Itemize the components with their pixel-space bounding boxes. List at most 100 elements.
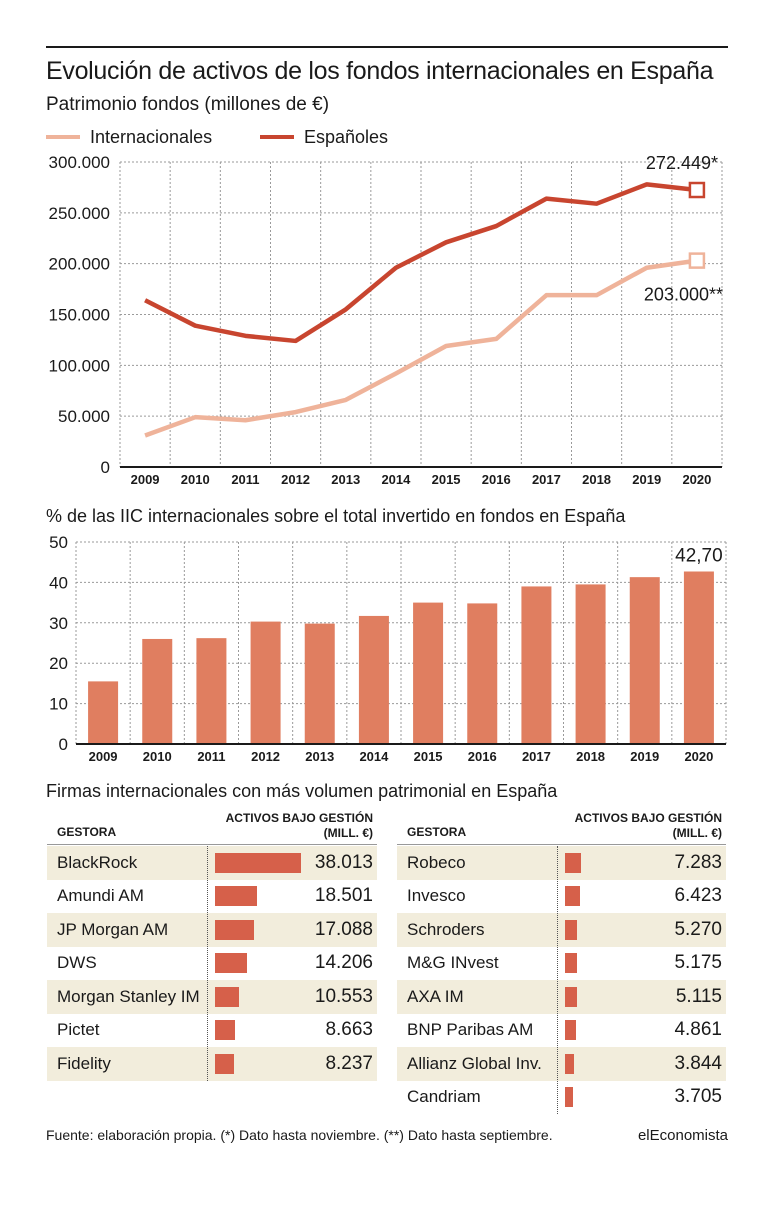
gestora-name: DWS xyxy=(57,953,97,973)
gestora-name: Robeco xyxy=(407,852,466,872)
data-label-2020: 42,70 xyxy=(675,545,723,566)
activos-value: 7.283 xyxy=(674,851,722,873)
bar xyxy=(142,638,173,744)
legend-swatch-espanoles xyxy=(260,135,294,139)
bar xyxy=(683,571,714,744)
x-tick-label: 2019 xyxy=(632,472,661,487)
gestora-name: BNP Paribas AM xyxy=(407,1020,534,1040)
table-row: BlackRock 38.013 xyxy=(47,846,377,880)
table-row: Schroders 5.270 xyxy=(397,913,726,947)
activos-value: 17.088 xyxy=(314,918,373,940)
column-header-activos: ACTIVOS BAJO GESTIÓN (MILL. €) xyxy=(575,811,722,841)
table-row: Morgan Stanley IM 10.553 xyxy=(47,980,377,1014)
x-tick-label: 2018 xyxy=(576,749,605,764)
value-bar xyxy=(565,1053,574,1074)
activos-value: 6.423 xyxy=(674,885,722,907)
value-bar xyxy=(215,1020,235,1041)
brand-logo: elEconomista xyxy=(637,1127,728,1144)
x-tick-label: 2016 xyxy=(468,749,497,764)
bar xyxy=(575,584,606,744)
x-tick-label: 2009 xyxy=(131,472,160,487)
value-bar xyxy=(565,919,577,940)
table-row: M&G INvest 5.175 xyxy=(397,947,726,981)
page-title: Evolución de activos de los fondos inter… xyxy=(46,57,714,85)
line-chart: 0 50.000 100.000 150.000 200.000 250.000 300.0… xyxy=(49,153,723,487)
column-header-activos: ACTIVOS BAJO GESTIÓN (MILL. €) xyxy=(226,811,373,841)
activos-value: 3.844 xyxy=(674,1052,722,1074)
bar xyxy=(196,638,227,744)
table-right: GESTORA ACTIVOS BAJO GESTIÓN (MILL. €) Robe… xyxy=(397,0,726,1206)
x-tick-label: 2012 xyxy=(281,472,310,487)
x-tick-label: 2019 xyxy=(630,749,659,764)
x-tick-label: 2013 xyxy=(305,749,334,764)
table-left: GESTORA ACTIVOS BAJO GESTIÓN (MILL. €) Blac… xyxy=(47,0,377,1206)
table-row: BNP Paribas AM 4.861 xyxy=(397,1014,726,1048)
x-tick-label: 2017 xyxy=(532,472,561,487)
column-divider xyxy=(207,846,208,1081)
gestora-name: BlackRock xyxy=(57,852,138,872)
value-bar xyxy=(215,986,239,1007)
column-divider xyxy=(557,846,558,1114)
table-row: Invesco 6.423 xyxy=(397,880,726,914)
activos-value: 38.013 xyxy=(314,851,373,873)
table-row: Fidelity 8.237 xyxy=(47,1047,377,1081)
value-bar xyxy=(215,919,254,940)
bar xyxy=(250,621,281,744)
footer-note: Fuente: elaboración propia. (*) Dato has… xyxy=(46,1127,553,1143)
y-tick-label: 50.000 xyxy=(58,407,110,426)
bar xyxy=(88,681,119,744)
x-tick-label: 2017 xyxy=(522,749,551,764)
activos-value: 8.237 xyxy=(325,1052,373,1074)
x-tick-label: 2015 xyxy=(414,749,443,764)
bar xyxy=(467,603,498,744)
y-tick-label: 30 xyxy=(49,614,68,633)
bar xyxy=(521,586,552,744)
top-rule xyxy=(46,46,728,48)
column-header-activos-line2: (MILL. €) xyxy=(323,826,373,840)
gestora-name: Invesco xyxy=(407,886,466,906)
table-row: DWS 14.206 xyxy=(47,947,377,981)
x-tick-label: 2012 xyxy=(251,749,280,764)
activos-value: 8.663 xyxy=(325,1019,373,1041)
value-bar xyxy=(215,852,301,873)
x-tick-label: 2018 xyxy=(582,472,611,487)
gestora-name: Morgan Stanley IM xyxy=(57,986,200,1006)
line-chart-subtitle: Patrimonio fondos (millones de €) xyxy=(46,94,330,115)
end-marker-espanoles xyxy=(688,181,706,199)
legend-swatch-internacionales xyxy=(46,135,80,139)
x-tick-label: 2015 xyxy=(432,472,461,487)
legend-item-espanoles: Españoles xyxy=(260,126,388,148)
y-tick-label: 40 xyxy=(49,573,68,592)
table-row: Robeco 7.283 xyxy=(397,846,726,880)
x-tick-label: 2014 xyxy=(381,472,411,487)
table-row: Amundi AM 18.501 xyxy=(47,880,377,914)
activos-value: 10.553 xyxy=(314,985,373,1007)
table-title: Firmas internacionales con más volumen p… xyxy=(46,781,558,801)
header-rule xyxy=(397,844,726,845)
y-tick-label: 0 xyxy=(59,735,68,754)
gestora-name: M&G INvest xyxy=(407,953,499,973)
y-tick-label: 200.000 xyxy=(49,255,110,274)
gestora-name: JP Morgan AM xyxy=(57,919,169,939)
value-bar xyxy=(565,886,580,907)
y-tick-label: 300.000 xyxy=(49,153,110,172)
y-tick-label: 20 xyxy=(49,654,68,673)
activos-value: 4.861 xyxy=(674,1019,722,1041)
value-bar xyxy=(565,852,582,873)
activos-value: 5.175 xyxy=(674,952,722,974)
value-bar xyxy=(565,1087,574,1108)
legend-item-internacionales: Internacionales xyxy=(46,126,212,148)
x-tick-label: 2013 xyxy=(331,472,360,487)
activos-value: 5.115 xyxy=(675,985,722,1007)
table-row: JP Morgan AM 17.088 xyxy=(47,913,377,947)
series-line-internacionales xyxy=(144,258,698,438)
column-header-activos-line1: ACTIVOS BAJO GESTIÓN xyxy=(225,811,373,825)
y-tick-label: 150.000 xyxy=(49,306,110,325)
data-label-internacionales: 203.000** xyxy=(644,285,723,305)
table-row: Allianz Global Inv. 3.844 xyxy=(397,1047,726,1081)
value-bar xyxy=(215,1053,234,1074)
bar xyxy=(358,615,389,744)
gestora-name: Candriam xyxy=(407,1087,481,1107)
bar xyxy=(629,577,660,744)
gestora-name: Fidelity xyxy=(57,1053,111,1073)
